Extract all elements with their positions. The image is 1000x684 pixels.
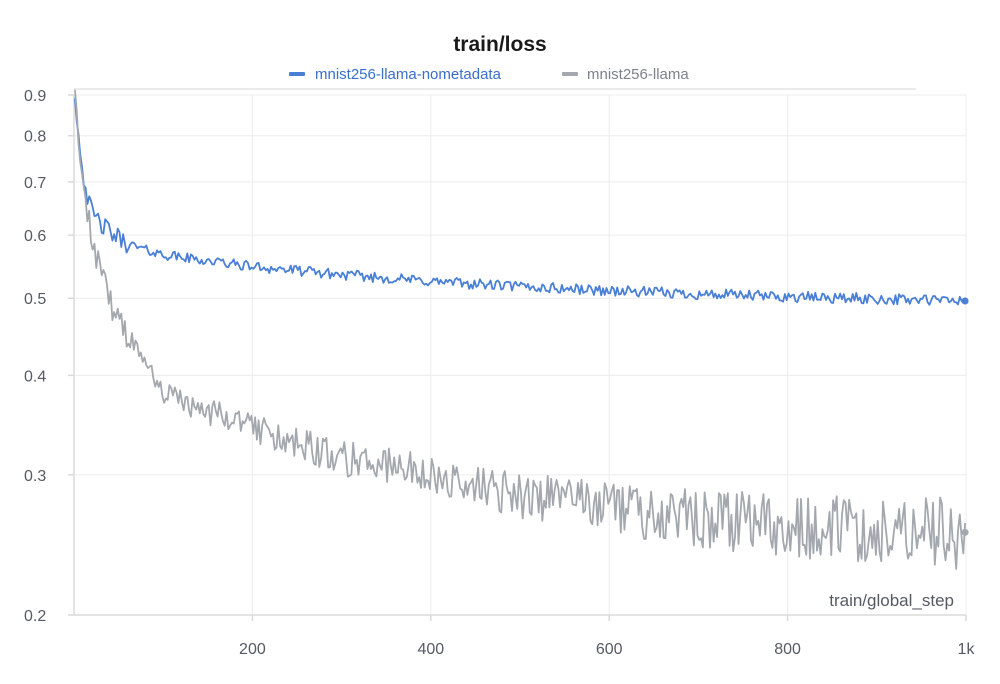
- y-tick-label: 0.2: [24, 608, 46, 625]
- legend-swatch-1: [562, 72, 578, 76]
- series-group: [74, 88, 969, 570]
- y-tick-label: 0.4: [24, 368, 46, 385]
- y-tick-label: 0.5: [24, 291, 46, 308]
- chart-title: train/loss: [453, 33, 546, 56]
- series-line-1: [74, 88, 966, 570]
- x-tick-label: 400: [417, 641, 444, 658]
- y-tick-label: 0.3: [24, 468, 46, 485]
- x-tick-label: 800: [774, 641, 801, 658]
- series-line-0: [74, 98, 966, 306]
- y-tick-label: 0.7: [24, 175, 46, 192]
- x-axis-title: train/global_step: [829, 591, 954, 610]
- legend[interactable]: mnist256-llama-nometadata mnist256-llama: [289, 66, 689, 83]
- x-tick-label: 200: [239, 641, 266, 658]
- y-tick-label: 0.9: [24, 88, 46, 105]
- x-tick-label: 1k: [958, 641, 976, 658]
- series-end-point-0: [961, 297, 969, 305]
- x-tick-label: 600: [596, 641, 623, 658]
- legend-label-0[interactable]: mnist256-llama-nometadata: [315, 66, 502, 83]
- y-tick-label: 0.6: [24, 228, 46, 245]
- y-tick-label: 0.8: [24, 129, 46, 146]
- legend-swatch-0: [289, 72, 305, 76]
- series-end-point-1: [961, 528, 969, 536]
- legend-label-1[interactable]: mnist256-llama: [587, 66, 689, 83]
- grid: [74, 94, 967, 615]
- tick-labels: 0.2 0.3 0.4 0.5 0.6 0.7 0.8 0.9 200 400 600 800 1k: [24, 88, 975, 658]
